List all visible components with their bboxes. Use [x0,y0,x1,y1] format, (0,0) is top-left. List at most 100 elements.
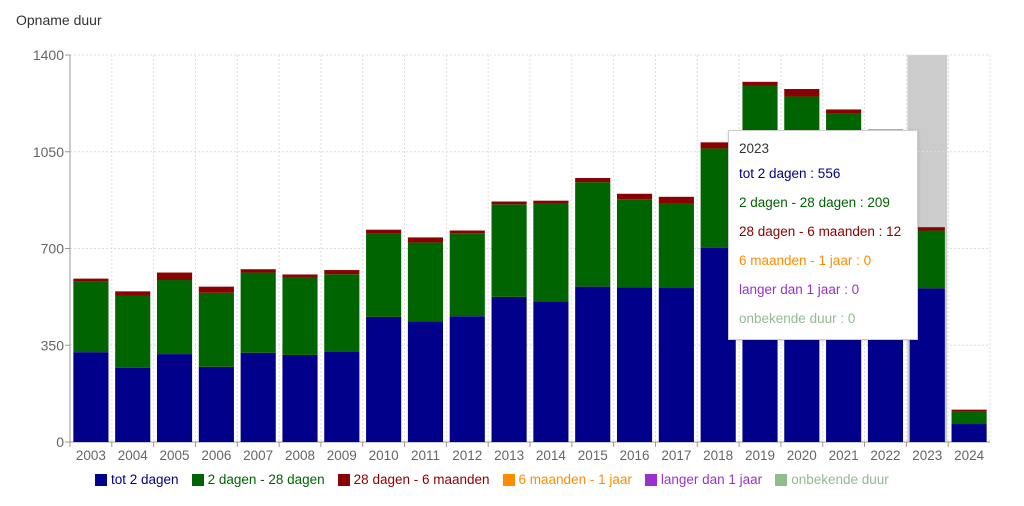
bar-segment [366,229,402,234]
tooltip-title: 2023 [739,141,770,156]
bar-segment [407,321,444,442]
x-tick-label: 2015 [578,448,608,463]
bar-segment [742,81,778,86]
bar-segment [156,272,193,281]
legend-item[interactable]: 6 maanden - 1 jaar [502,472,632,487]
legend: tot 2 dagen 2 dagen - 28 dagen 28 dagen - … [95,472,889,487]
y-tick-label: 0 [56,434,64,450]
tooltip-row: 6 maanden - 1 jaar : 0 [739,253,872,268]
bar-segment [156,280,193,355]
bar-segment [324,274,360,352]
x-tick-label: 2016 [620,448,650,463]
tooltip: 2023 tot 2 dagen : 556 2 dagen - 28 dagen… [728,130,918,340]
bar-segment [282,354,318,442]
bar-segment [449,316,485,442]
x-tick-label: 2008 [285,448,315,463]
x-tick-label: 2022 [870,448,900,463]
bar-segment [658,288,694,442]
legend-swatch [644,473,657,486]
tooltip-row: 2 dagen - 28 dagen : 209 [739,195,890,210]
x-tick-label: 2011 [411,448,440,463]
x-tick-label: 2012 [452,448,482,463]
bar-segment [324,270,360,275]
bar-segment [491,204,527,297]
x-tick-label: 2019 [745,448,775,463]
bar-segment [324,351,360,442]
bar-segment [115,367,151,442]
y-tick-label: 1050 [33,144,64,160]
x-tick-label: 2018 [703,448,733,463]
x-tick-label: 2021 [829,448,859,463]
bar-segment [407,237,444,243]
legend-swatch [502,473,515,486]
x-tick-label: 2004 [118,448,149,463]
bar-segment [616,199,653,288]
legend-item[interactable]: 2 dagen - 28 dagen [191,472,325,487]
tooltip-row: onbekende duur : 0 [739,311,856,326]
tooltip-row: langer dan 1 jaar : 0 [739,282,860,297]
x-tick-label: 2024 [954,448,985,463]
x-tick-label: 2010 [369,448,399,463]
bar-segment [407,242,444,322]
bar-segment [951,409,987,412]
bar-segment [366,233,402,317]
bar-segment [491,296,527,442]
bar-segment [198,366,234,442]
bar-segment [533,200,569,204]
y-tick-label: 700 [41,241,65,257]
bar-segment [575,178,611,183]
bar-segment [240,269,276,273]
bar-segment [282,276,318,355]
y-tick-label: 350 [41,337,65,353]
legend-item[interactable]: tot 2 dagen [95,472,179,487]
chart-title: Opname duur [16,12,102,28]
legend-item[interactable]: 28 dagen - 6 maanden [337,472,490,487]
bar-segment [533,203,569,302]
legend-label: onbekende duur [791,472,889,487]
bar-segment [575,182,611,287]
legend-label: tot 2 dagen [111,472,179,487]
x-tick-label: 2003 [76,448,106,463]
bar-segment [575,286,611,442]
x-tick-label: 2005 [160,448,190,463]
bar-segment [73,278,109,282]
legend-swatch [775,473,788,486]
x-tick-label: 2007 [243,448,273,463]
bar-segment [115,291,151,296]
legend-swatch [95,473,107,486]
x-tick-label: 2009 [327,448,357,463]
bar-segment [826,109,862,114]
bar-segment [658,196,694,204]
y-tick-label: 1400 [33,47,64,63]
bar-segment [73,281,109,353]
bar-segment [240,352,276,442]
legend-swatch [337,473,350,486]
bar-segment [491,201,527,205]
legend-item[interactable]: onbekende duur [775,472,889,487]
bar-segment [366,316,402,442]
bar-segment [616,287,653,442]
bar-segment [533,301,569,442]
x-tick-label: 2006 [201,448,231,463]
bar-segment [616,193,653,200]
bar-segment [198,286,234,293]
bar-segment [240,272,276,353]
x-tick-label: 2014 [536,448,567,463]
bar-segment [449,230,485,234]
legend-item[interactable]: langer dan 1 jaar [644,472,763,487]
legend-label: 2 dagen - 28 dagen [207,472,325,487]
bar-segment [658,203,694,289]
bar-segment [282,274,318,277]
bar-segment [951,424,987,442]
tooltip-row: 28 dagen - 6 maanden : 12 [739,224,902,239]
bar-segment [951,411,987,425]
bar-segment [156,354,193,442]
x-tick-label: 2017 [661,448,691,463]
legend-label: 6 maanden - 1 jaar [518,472,632,487]
x-tick-label: 2020 [787,448,817,463]
bar-segment [115,295,151,368]
bar-segment [909,227,945,231]
legend-label: langer dan 1 jaar [660,472,763,487]
tooltip-row: tot 2 dagen : 556 [739,166,841,181]
bar-segment [784,89,820,97]
